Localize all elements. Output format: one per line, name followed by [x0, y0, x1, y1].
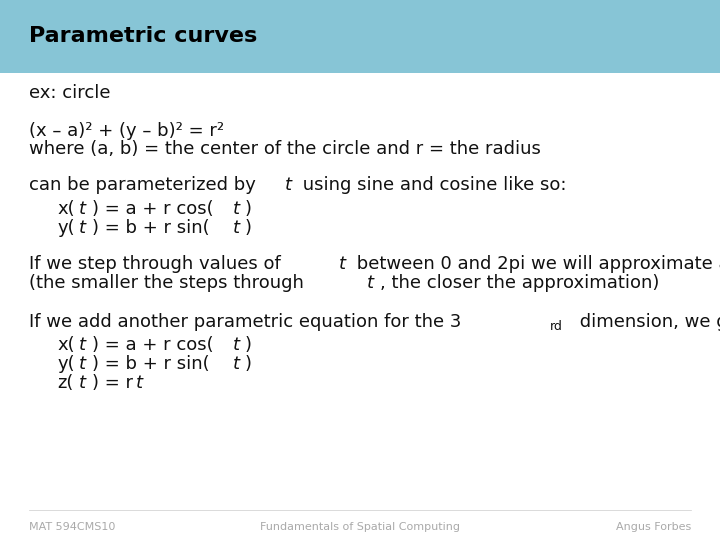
Text: , the closer the approximation): , the closer the approximation)	[380, 274, 660, 292]
Text: ex: circle: ex: circle	[29, 84, 110, 102]
Text: x(: x(	[58, 336, 75, 354]
Text: ) = b + r sin(: ) = b + r sin(	[92, 355, 210, 373]
Text: ) = a + r cos(: ) = a + r cos(	[92, 200, 214, 218]
Text: x(: x(	[58, 200, 75, 218]
Text: ) = b + r sin(: ) = b + r sin(	[92, 219, 210, 237]
Text: t: t	[367, 274, 374, 292]
Text: t: t	[233, 336, 240, 354]
Text: t: t	[233, 219, 240, 237]
Text: y(: y(	[58, 355, 75, 373]
Text: ): )	[245, 355, 252, 373]
Text: t: t	[79, 200, 86, 218]
Text: ): )	[245, 219, 252, 237]
Text: t: t	[233, 200, 240, 218]
Text: ) = a + r cos(: ) = a + r cos(	[92, 336, 214, 354]
Text: can be parameterized by: can be parameterized by	[29, 176, 261, 193]
Text: dimension, we get a helix: dimension, we get a helix	[574, 313, 720, 331]
Text: using sine and cosine like so:: using sine and cosine like so:	[297, 176, 567, 193]
Text: If we step through values of: If we step through values of	[29, 255, 287, 273]
Text: If we add another parametric equation for the 3: If we add another parametric equation fo…	[29, 313, 462, 331]
Text: z(: z(	[58, 374, 74, 391]
Text: between 0 and 2pi we will approximate a circle.: between 0 and 2pi we will approximate a …	[351, 255, 720, 273]
Text: ): )	[245, 336, 252, 354]
Text: t: t	[79, 374, 86, 391]
Text: t: t	[79, 355, 86, 373]
Text: Angus Forbes: Angus Forbes	[616, 522, 691, 532]
Text: (x – a)² + (y – b)² = r²: (x – a)² + (y – b)² = r²	[29, 122, 224, 139]
FancyBboxPatch shape	[0, 0, 720, 73]
Text: where (a, b) = the center of the circle and r = the radius: where (a, b) = the center of the circle …	[29, 140, 541, 158]
Text: (the smaller the steps through: (the smaller the steps through	[29, 274, 310, 292]
Text: t: t	[338, 255, 346, 273]
Text: t: t	[233, 355, 240, 373]
Text: t: t	[284, 176, 292, 193]
Text: ): )	[245, 200, 252, 218]
Text: y(: y(	[58, 219, 75, 237]
Text: ) = r: ) = r	[92, 374, 133, 391]
Text: rd: rd	[550, 320, 563, 333]
Text: Parametric curves: Parametric curves	[29, 26, 257, 46]
Text: t: t	[79, 219, 86, 237]
Text: Fundamentals of Spatial Computing: Fundamentals of Spatial Computing	[260, 522, 460, 532]
Text: MAT 594CMS10: MAT 594CMS10	[29, 522, 115, 532]
Text: t: t	[135, 374, 143, 391]
Text: t: t	[79, 336, 86, 354]
